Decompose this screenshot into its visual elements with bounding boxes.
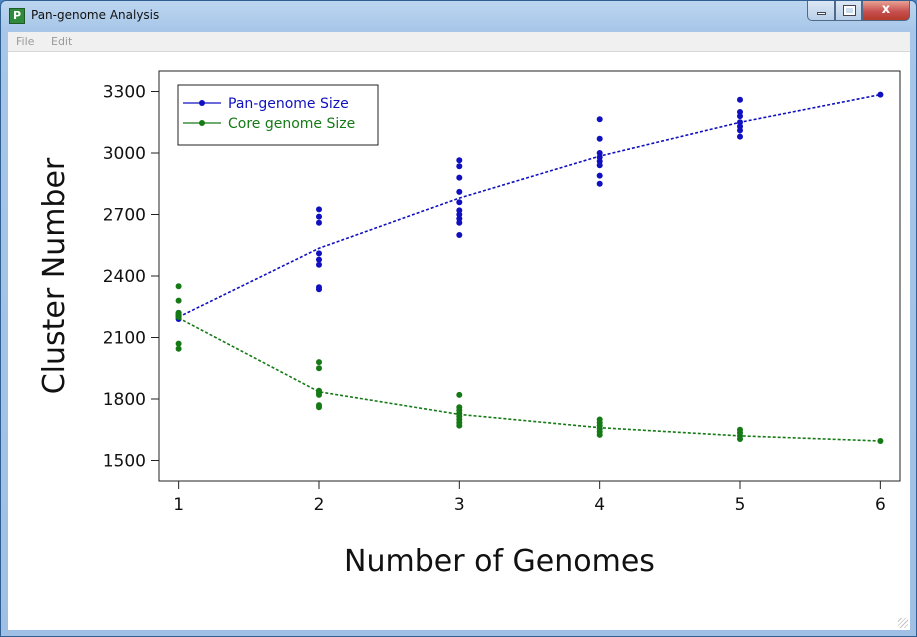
series-0-point bbox=[316, 213, 322, 220]
menu-file[interactable]: File bbox=[16, 35, 35, 48]
menu-edit[interactable]: Edit bbox=[51, 35, 73, 48]
series-0-point bbox=[456, 199, 463, 206]
chart-area: 1 2 3 4 5 6 1500 1800 2100 2400 2700 3000 3300 Number… bbox=[8, 52, 910, 630]
x-tick-label: 3 bbox=[454, 495, 465, 515]
y-axis-label: Cluster Number bbox=[37, 157, 72, 394]
series-0-point bbox=[316, 261, 322, 268]
series-1-point bbox=[316, 391, 322, 398]
series-1-point bbox=[175, 314, 182, 320]
series-0-point bbox=[737, 127, 743, 134]
close-icon: x bbox=[881, 2, 891, 17]
title-bar[interactable]: P Pan-genome Analysis x bbox=[1, 1, 916, 31]
minimize-button[interactable] bbox=[807, 1, 835, 21]
window-title: Pan-genome Analysis bbox=[31, 8, 160, 22]
y-tick-label: 1500 bbox=[103, 452, 146, 472]
series-0-point bbox=[316, 286, 322, 293]
series-0-point bbox=[456, 157, 463, 164]
series-0-point bbox=[737, 96, 743, 103]
close-button[interactable]: x bbox=[862, 1, 910, 21]
series-0-point bbox=[596, 162, 603, 169]
x-tick-label: 5 bbox=[735, 495, 746, 515]
series-0-point bbox=[596, 135, 603, 142]
x-tick-label: 4 bbox=[594, 495, 605, 515]
series-0-point bbox=[596, 180, 603, 187]
series-0-fit-line bbox=[178, 93, 881, 318]
series-0-point bbox=[877, 91, 884, 98]
menu-bar: File Edit bbox=[8, 32, 910, 52]
x-tick-label: 6 bbox=[875, 495, 886, 515]
series-0-point bbox=[316, 219, 322, 226]
series-0-point bbox=[316, 250, 322, 257]
x-tick-label: 1 bbox=[173, 495, 184, 515]
app-icon: P bbox=[9, 8, 25, 24]
series-0-point bbox=[456, 188, 463, 195]
series-0-point bbox=[456, 163, 463, 170]
series-0-point bbox=[596, 172, 603, 179]
series-0-point bbox=[456, 207, 463, 214]
legend-label: Core genome Size bbox=[228, 116, 355, 132]
series-0-point bbox=[737, 113, 743, 120]
legend-label: Pan-genome Size bbox=[228, 96, 349, 112]
legend-box bbox=[177, 84, 379, 146]
series-1-point bbox=[175, 283, 182, 290]
series-0-point bbox=[596, 116, 603, 123]
legend-swatch-marker bbox=[199, 100, 205, 106]
y-tick-label: 2400 bbox=[103, 267, 146, 287]
series-1-point bbox=[316, 365, 322, 372]
series-1-point bbox=[877, 438, 884, 444]
series-1-point bbox=[737, 436, 743, 442]
series-1-point bbox=[316, 359, 322, 366]
y-tick-label: 3000 bbox=[103, 144, 146, 164]
series-0-point bbox=[316, 206, 322, 213]
series-0-point bbox=[737, 133, 743, 140]
series-0-point bbox=[596, 158, 603, 165]
series-0-point bbox=[596, 154, 603, 161]
y-tick-label: 1800 bbox=[103, 390, 146, 410]
y-tick-label: 3300 bbox=[103, 83, 146, 103]
maximize-button[interactable] bbox=[835, 1, 862, 21]
y-tick-label: 2100 bbox=[103, 329, 146, 349]
series-0-point bbox=[316, 256, 322, 263]
series-0-point bbox=[456, 219, 463, 226]
series-1-point bbox=[175, 297, 182, 304]
x-axis-label: Number of Genomes bbox=[344, 544, 655, 579]
series-1-point bbox=[316, 404, 322, 411]
series-0-point bbox=[456, 211, 463, 218]
series-1-point bbox=[596, 431, 603, 438]
series-1-point bbox=[456, 391, 463, 398]
series-0-point bbox=[456, 215, 463, 222]
series-1-point bbox=[456, 422, 463, 429]
series-1-point bbox=[175, 340, 182, 347]
series-1-fit-line bbox=[178, 317, 881, 442]
chart: 1 2 3 4 5 6 1500 1800 2100 2400 2700 3000 3300 Number… bbox=[37, 70, 901, 579]
series-0-point bbox=[737, 109, 743, 115]
y-tick-label: 2700 bbox=[103, 206, 146, 226]
x-tick-label: 2 bbox=[314, 495, 325, 515]
series-1-point bbox=[175, 345, 182, 352]
series-0-point bbox=[456, 174, 463, 181]
series-0-point bbox=[737, 119, 743, 126]
legend-swatch-marker bbox=[199, 120, 205, 126]
series-0-point bbox=[596, 150, 603, 156]
resize-grip-icon[interactable] bbox=[898, 618, 908, 628]
series-0-point bbox=[456, 232, 463, 238]
